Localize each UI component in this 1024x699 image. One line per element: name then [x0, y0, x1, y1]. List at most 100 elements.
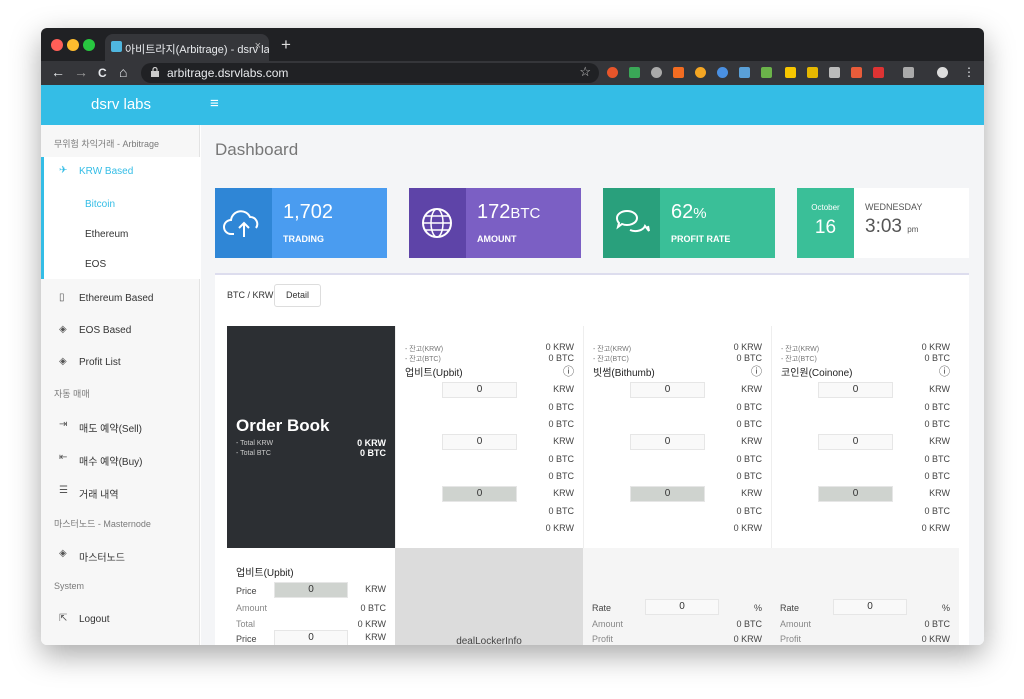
reload-button[interactable]: C [98, 66, 107, 80]
bookmark-star-icon[interactable]: ☆ [579, 64, 591, 79]
sidebar-item-label: 거래 내역 [79, 490, 119, 501]
time: 3:03 pm [865, 216, 919, 237]
sidebar-item-label: 매도 예약(Sell) [79, 424, 142, 435]
extension-icon[interactable] [903, 67, 914, 78]
sidebar-item-logout[interactable]: ⇱ Logout [41, 605, 200, 635]
page-title: Dashboard [215, 140, 299, 159]
brand-logo[interactable]: dsrv labs [90, 96, 152, 113]
detail-button[interactable]: Detail [274, 284, 321, 307]
browser-tab[interactable]: 아비트라지(Arbitrage) - dsrv labs × [105, 34, 269, 61]
sidebar-subitem-ethereum[interactable]: Ethereum [85, 229, 129, 240]
info-icon[interactable]: ⓘ [563, 366, 574, 378]
sidebar-item-eos-based[interactable]: ◈ EOS Based [41, 316, 200, 346]
price-input[interactable]: 0 [442, 486, 517, 502]
price-input[interactable]: 0 [818, 382, 893, 398]
sidebar-subitem-eos[interactable]: EOS [85, 259, 107, 270]
price-input[interactable]: 0 [630, 486, 705, 502]
amount-label: AMOUNT [477, 234, 517, 244]
extension-icon[interactable] [673, 67, 684, 78]
sidebar-item-label: Profit List [79, 357, 121, 368]
pair-label: BTC / KRW [227, 290, 274, 300]
external-link-icon: ⇱ [59, 613, 68, 624]
globe-icon [409, 188, 466, 258]
layers-icon: ◈ [59, 356, 67, 367]
browser-menu-icon[interactable]: ⋮ [963, 65, 975, 79]
sidebar-item-buy[interactable]: ⇤ 매수 예약(Buy) [41, 444, 200, 474]
sidebar-item-sell[interactable]: ⇥ 매도 예약(Sell) [41, 411, 200, 441]
price-input[interactable]: 0 [818, 486, 893, 502]
minimize-window-button[interactable] [67, 39, 79, 51]
main-content: Dashboard 1,702 TRADING 172BTC AMOUNT 62… [201, 125, 984, 645]
extension-icon[interactable] [739, 67, 750, 78]
extension-icon[interactable] [761, 67, 772, 78]
rate-input[interactable]: 0 [833, 599, 907, 615]
extension-icon[interactable] [651, 67, 662, 78]
sidebar-item-label: EOS Based [79, 325, 132, 336]
upbit-price-input[interactable]: 0 [274, 582, 348, 598]
tab-close-icon[interactable]: × [254, 40, 261, 52]
sign-out-icon: ⇤ [59, 452, 68, 463]
extension-icon[interactable] [807, 67, 818, 78]
extension-icon[interactable] [785, 67, 796, 78]
sidebar-item-history[interactable]: ☰ 거래 내역 [41, 477, 200, 507]
extension-icon[interactable] [851, 67, 862, 78]
url-input[interactable]: arbitrage.dsrvlabs.com ☆ [141, 63, 599, 83]
price-input[interactable]: 0 [442, 434, 517, 450]
exchange-column-upbit: - 잔고(KRW) 0 KRW - 잔고(BTC) 0 BTC 업비트(Upbi… [395, 326, 583, 548]
sidebar-subitem-bitcoin[interactable]: Bitcoin [85, 199, 116, 210]
file-icon: ▯ [59, 292, 65, 303]
day: 16 [814, 217, 837, 238]
extension-icon[interactable] [629, 67, 640, 78]
sign-in-icon: ⇥ [59, 419, 68, 430]
exchange-name: 코인원(Coinone) [781, 368, 853, 379]
tab-title: 아비트라지(Arbitrage) - dsrv labs [125, 44, 269, 56]
order-book-title: Order Book [236, 416, 330, 435]
extension-icon[interactable] [695, 67, 706, 78]
exchange-name: 업비트(Upbit) [405, 368, 463, 379]
price-input[interactable]: 0 [818, 434, 893, 450]
exchange-column-coinone: - 잔고(KRW) 0 KRW - 잔고(BTC) 0 BTC 코인원(Coin… [771, 326, 959, 548]
forward-button[interactable]: → [74, 64, 88, 80]
chat-icon [603, 188, 660, 258]
lock-icon [151, 67, 159, 77]
price-input[interactable]: 0 [442, 382, 517, 398]
exchange-column-bithumb: - 잔고(KRW) 0 KRW - 잔고(BTC) 0 BTC 빗썸(Bithu… [583, 326, 771, 548]
amount-value: 172BTC [477, 201, 541, 223]
info-icon[interactable]: ⓘ [939, 366, 950, 378]
rate-input[interactable]: 0 [645, 599, 719, 615]
layers-icon: ◈ [59, 548, 67, 559]
stat-card-profit-rate: 62% PROFIT RATE [603, 188, 775, 258]
back-button[interactable]: ← [51, 64, 65, 80]
sidebar-item-krw-based[interactable]: ✈ KRW Based [44, 157, 203, 187]
rate-form: Rate 0 % Amount 0 BTC Profit 0 KRW [583, 548, 771, 645]
month: October [811, 203, 840, 212]
extension-icon[interactable] [607, 67, 618, 78]
sidebar-section-system: System [54, 581, 85, 591]
home-button[interactable]: ⌂ [119, 64, 128, 80]
sidebar-section-auto-trade: 자동 매매 [54, 389, 90, 399]
sidebar-section-masternode: 마스터노드 - Masternode [54, 519, 151, 529]
extension-icon[interactable] [873, 67, 884, 78]
extension-icon[interactable] [717, 67, 728, 78]
hamburger-menu-icon[interactable]: ≡ [210, 95, 219, 112]
calendar-badge: October 16 [797, 188, 854, 258]
trading-value: 1,702 [283, 201, 334, 223]
maximize-window-button[interactable] [83, 39, 95, 51]
price-input[interactable]: 0 [630, 434, 705, 450]
info-icon[interactable]: ⓘ [751, 366, 762, 378]
sidebar-item-profit-list[interactable]: ◈ Profit List [41, 348, 200, 378]
extension-icon[interactable] [829, 67, 840, 78]
profile-avatar[interactable] [937, 67, 948, 78]
app-header: dsrv labs ≡ [41, 85, 984, 125]
sidebar-item-ethereum-based[interactable]: ▯ Ethereum Based [41, 284, 200, 314]
upbit-price2-input[interactable]: 0 [274, 630, 348, 645]
close-window-button[interactable] [51, 39, 63, 51]
sidebar-section-arbitrage: 무위험 차익거래 - Arbitrage [54, 139, 159, 149]
new-tab-button[interactable]: + [281, 35, 291, 54]
sidebar-item-masternode[interactable]: ◈ 마스터노드 [41, 540, 200, 570]
price-input[interactable]: 0 [630, 382, 705, 398]
rate-form: Rate 0 % Amount 0 BTC Profit 0 KRW [771, 548, 959, 645]
order-book: Order Book - Total KRW 0 KRW - Total BTC… [227, 326, 395, 548]
sidebar-item-label: KRW Based [79, 166, 134, 177]
stat-card-trading: 1,702 TRADING [215, 188, 387, 258]
